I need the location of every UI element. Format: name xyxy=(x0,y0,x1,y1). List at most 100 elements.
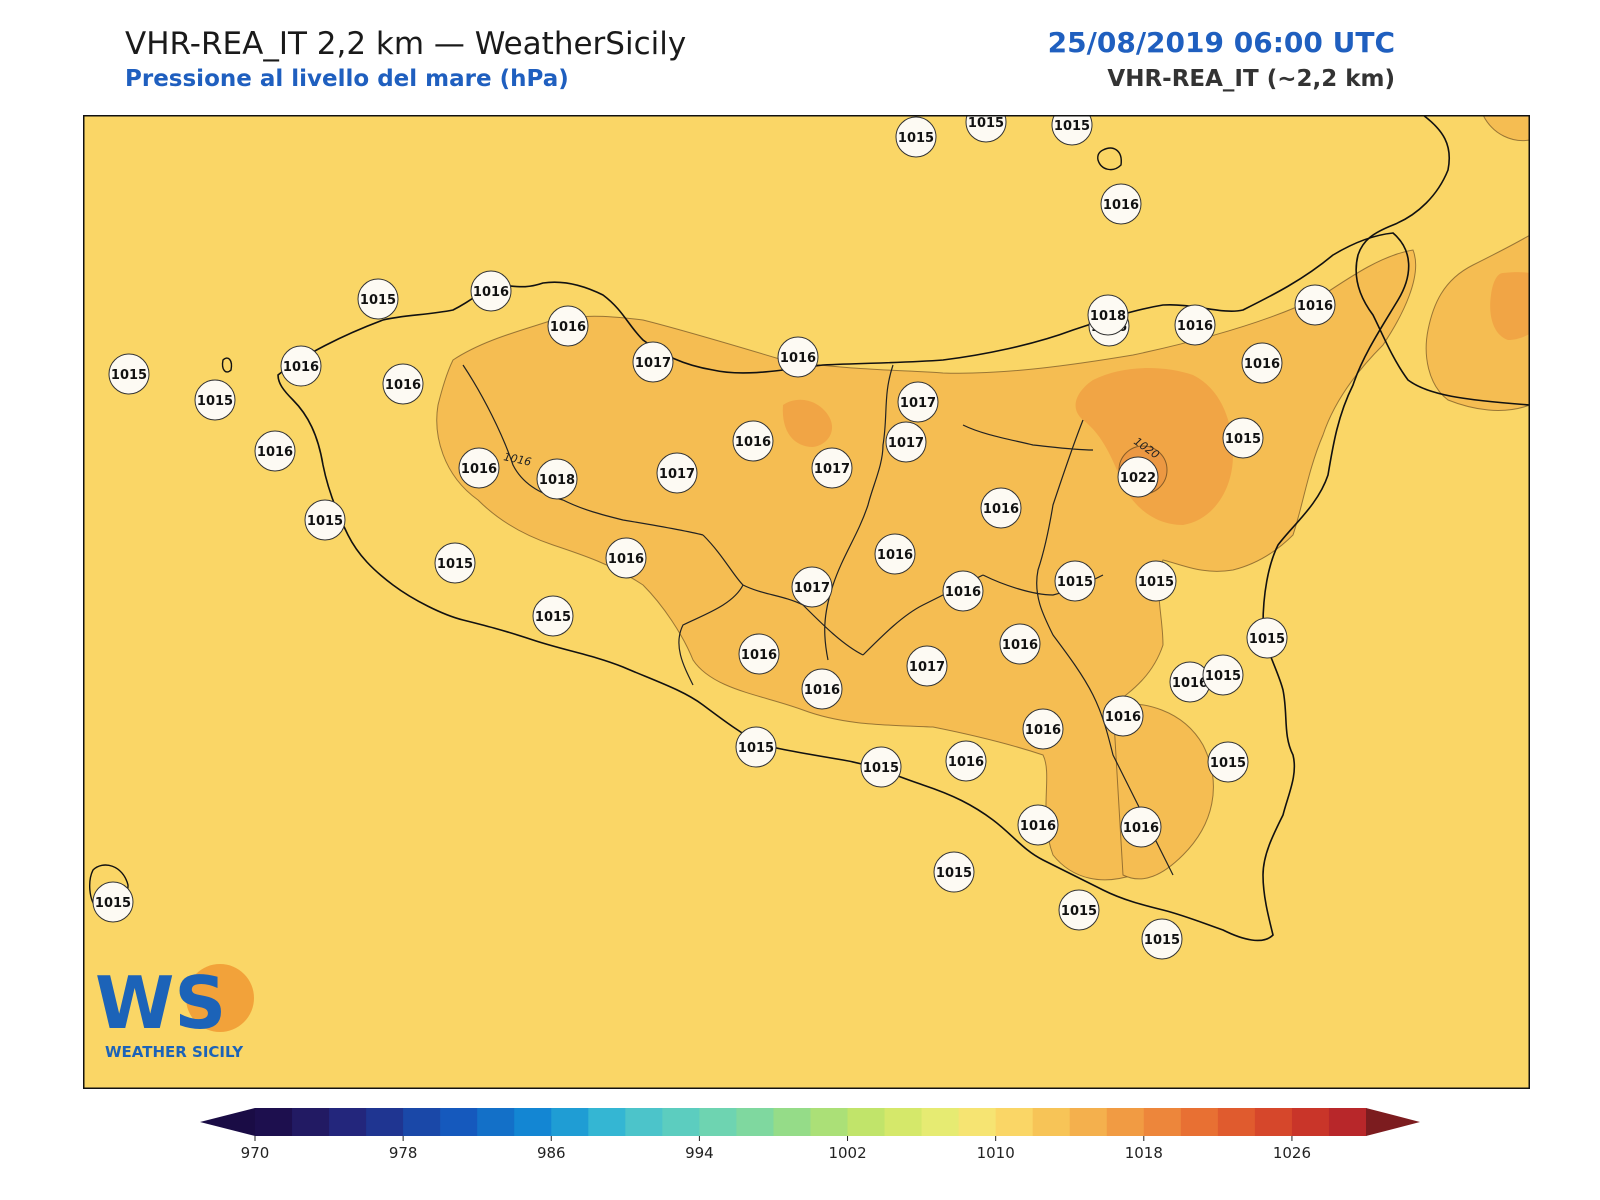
station-pressure-value: 1015 xyxy=(936,866,972,881)
station-pressure-value: 1015 xyxy=(360,293,396,308)
colorbar-tick-label: 994 xyxy=(685,1144,714,1162)
station-circle xyxy=(632,341,674,383)
weathersicily-logo: WS WEATHER SICILY xyxy=(95,961,254,1061)
station-pressure-value: 1017 xyxy=(900,396,936,411)
station-circle xyxy=(801,668,843,710)
station-pressure-value: 1017 xyxy=(888,436,924,451)
station-marker: 1016 xyxy=(1102,695,1144,737)
colorbar-segment xyxy=(847,1108,886,1136)
station-marker: 1018 xyxy=(536,458,578,500)
colorbar-segment xyxy=(958,1108,997,1136)
colorbar-segment xyxy=(1069,1108,1108,1136)
province-boundaries xyxy=(462,364,1174,876)
station-circle xyxy=(980,487,1022,529)
station-marker: 1015 xyxy=(735,726,777,768)
station-circle xyxy=(656,452,698,494)
map-title: VHR-REA_IT 2,2 km — WeatherSicily xyxy=(125,26,687,62)
station-pressure-value: 1017 xyxy=(794,581,830,596)
station-circle xyxy=(532,595,574,637)
station-pressure-value: 1017 xyxy=(659,467,695,482)
station-circle xyxy=(605,537,647,579)
pressure-core-etna xyxy=(1075,368,1233,525)
colorbar-segment xyxy=(1328,1108,1367,1136)
station-circle xyxy=(1054,560,1096,602)
colorbar-tick-label: 986 xyxy=(537,1144,566,1162)
colorbar-segment xyxy=(662,1108,700,1136)
station-circle xyxy=(357,278,399,320)
station-marker: 1015 xyxy=(304,499,346,541)
station-pressure-value: 1022 xyxy=(1120,471,1156,486)
station-pressure-value: 1017 xyxy=(814,462,850,477)
station-circle xyxy=(1058,889,1100,931)
map-frame xyxy=(83,115,1530,1089)
valid-datetime: 25/08/2019 06:00 UTC xyxy=(1047,26,1395,59)
station-circle xyxy=(547,305,589,347)
station-marker: 1016 xyxy=(470,270,512,312)
station-pressure-value: 1016 xyxy=(804,683,840,698)
colorbar-ticks: 97097898699410021010101810261034 xyxy=(241,1136,1311,1162)
station-pressure-value: 1016 xyxy=(550,320,586,335)
station-pressure-value: 1016 xyxy=(1105,710,1141,725)
station-marker: 1015 xyxy=(532,595,574,637)
station-pressure-value: 1016 xyxy=(735,435,771,450)
colorbar-high-extension xyxy=(1366,1108,1420,1136)
pressure-colorbar: 97097898699410021010101810261034 xyxy=(200,1108,1420,1162)
station-circle xyxy=(895,116,937,158)
station-circle xyxy=(965,115,1007,143)
station-circle xyxy=(458,447,500,489)
colorbar-segment xyxy=(736,1108,774,1136)
colorbar-segment xyxy=(403,1108,441,1136)
station-marker: 1017 xyxy=(791,566,833,608)
station-marker: 1016 xyxy=(942,570,984,612)
station-pressure-value: 1016 xyxy=(1020,819,1056,834)
station-circle xyxy=(860,746,902,788)
station-pressure-value: 1018 xyxy=(539,473,575,488)
pressure-core-east xyxy=(1490,272,1530,340)
station-pressure-value: 1016 xyxy=(257,445,293,460)
station-pressure-value: 1016 xyxy=(461,462,497,477)
station-circle xyxy=(280,345,322,387)
station-pressure-value: 1016 xyxy=(283,360,319,375)
station-circle xyxy=(885,421,927,463)
station-pressure-value: 1015 xyxy=(898,131,934,146)
station-marker: 1015 xyxy=(1222,417,1264,459)
station-pressure-value: 1016 xyxy=(1244,357,1280,372)
station-marker: 1017 xyxy=(632,341,674,383)
station-circle xyxy=(874,533,916,575)
pressure-core-north xyxy=(782,399,833,447)
station-marker: 1016 xyxy=(980,487,1022,529)
station-pressure-value: 1015 xyxy=(1057,575,1093,590)
colorbar-low-extension xyxy=(200,1108,255,1136)
station-marker: 1015 xyxy=(965,115,1007,143)
station-circle xyxy=(791,566,833,608)
station-circle xyxy=(906,645,948,687)
station-circle xyxy=(1100,183,1142,225)
station-marker: 1015 xyxy=(108,353,150,395)
colorbar-tick-label: 1026 xyxy=(1273,1144,1311,1162)
station-circle xyxy=(382,363,424,405)
colorbar-tick-label: 1002 xyxy=(828,1144,866,1162)
station-pressure-value: 1015 xyxy=(1144,933,1180,948)
station-circle xyxy=(108,353,150,395)
logo-name: WEATHER SICILY xyxy=(105,1043,244,1061)
station-marker: 1015 xyxy=(895,116,937,158)
station-circle xyxy=(777,336,819,378)
station-marker: 1015 xyxy=(194,379,236,421)
station-pressure-value: 1015 xyxy=(863,761,899,776)
station-circle xyxy=(735,726,777,768)
station-pressure-value: 1015 xyxy=(437,557,473,572)
station-circle xyxy=(999,623,1041,665)
colorbar-tick-label: 978 xyxy=(389,1144,418,1162)
station-marker: 1015 xyxy=(1135,560,1177,602)
station-circle xyxy=(1017,804,1059,846)
station-pressure-value: 1015 xyxy=(738,741,774,756)
station-circle xyxy=(92,881,134,923)
colorbar-segments xyxy=(255,1108,1367,1136)
station-circle xyxy=(470,270,512,312)
colorbar-segment xyxy=(1217,1108,1256,1136)
station-pressure-value: 1017 xyxy=(909,660,945,675)
station-marker: 1016 xyxy=(999,623,1041,665)
station-pressure-value: 1016 xyxy=(877,548,913,563)
island-marettimo xyxy=(221,357,233,373)
station-marker: 1016 xyxy=(280,345,322,387)
